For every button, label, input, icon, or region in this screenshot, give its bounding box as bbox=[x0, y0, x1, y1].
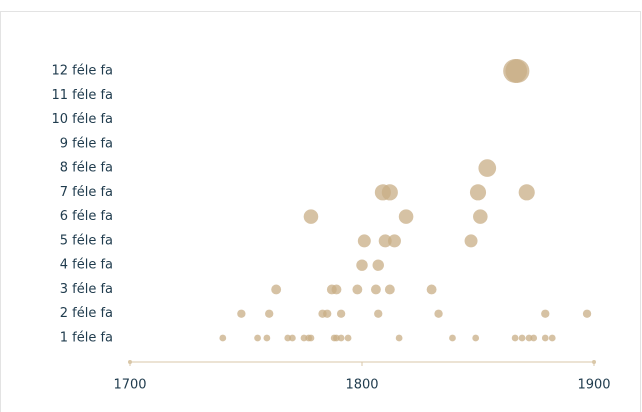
point bbox=[511, 334, 519, 342]
y-tick-label: 1 féle fa bbox=[60, 331, 113, 346]
y-tick-label: 9 féle fa bbox=[60, 136, 113, 151]
point bbox=[426, 284, 437, 295]
frame bbox=[0, 11, 641, 412]
y-tick-label: 4 féle fa bbox=[60, 258, 113, 273]
point bbox=[395, 334, 403, 342]
point bbox=[505, 59, 530, 83]
point bbox=[307, 334, 315, 342]
point bbox=[398, 209, 414, 224]
point bbox=[472, 334, 480, 342]
point bbox=[548, 334, 556, 342]
point bbox=[284, 334, 292, 342]
y-tick-label: 6 féle fa bbox=[60, 209, 113, 224]
y-tick-label: 11 féle fa bbox=[51, 88, 113, 103]
point bbox=[333, 334, 340, 342]
point bbox=[336, 309, 346, 318]
point bbox=[370, 284, 381, 295]
point bbox=[434, 309, 443, 318]
point bbox=[381, 184, 398, 201]
point bbox=[518, 184, 535, 201]
y-tick-label: 8 féle fa bbox=[60, 161, 113, 176]
point bbox=[300, 334, 308, 342]
point bbox=[378, 234, 392, 248]
point bbox=[289, 334, 296, 342]
point bbox=[478, 159, 497, 177]
point bbox=[541, 334, 549, 342]
point bbox=[271, 284, 282, 295]
point bbox=[263, 334, 271, 342]
point bbox=[352, 284, 363, 295]
x-tick-label: 1900 bbox=[577, 378, 610, 393]
point bbox=[530, 334, 538, 342]
y-tick-label: 2 féle fa bbox=[60, 306, 113, 321]
point bbox=[449, 334, 456, 342]
point bbox=[384, 284, 395, 295]
point bbox=[237, 309, 246, 318]
point bbox=[219, 334, 227, 342]
point bbox=[357, 234, 371, 248]
y-tick-label: 3 féle fa bbox=[60, 282, 113, 297]
point bbox=[525, 334, 533, 342]
point bbox=[323, 309, 332, 318]
point bbox=[387, 234, 401, 248]
point bbox=[374, 309, 383, 318]
point bbox=[469, 184, 487, 201]
y-tick-label: 5 féle fa bbox=[60, 233, 113, 248]
point bbox=[473, 209, 488, 224]
point bbox=[344, 334, 352, 342]
point bbox=[356, 259, 368, 271]
point bbox=[541, 309, 550, 318]
point bbox=[337, 334, 345, 342]
point bbox=[331, 284, 342, 295]
x-tick-label: 1800 bbox=[345, 378, 378, 393]
point bbox=[464, 234, 478, 248]
y-tick-label: 12 féle fa bbox=[51, 64, 113, 79]
point bbox=[254, 334, 261, 342]
point bbox=[582, 309, 592, 318]
point bbox=[372, 259, 384, 271]
point bbox=[265, 309, 274, 318]
y-tick-label: 7 féle fa bbox=[60, 185, 113, 200]
point bbox=[303, 209, 319, 224]
y-tick-label: 10 féle fa bbox=[51, 112, 113, 127]
point bbox=[518, 334, 526, 342]
x-tick-label: 1700 bbox=[113, 378, 146, 393]
